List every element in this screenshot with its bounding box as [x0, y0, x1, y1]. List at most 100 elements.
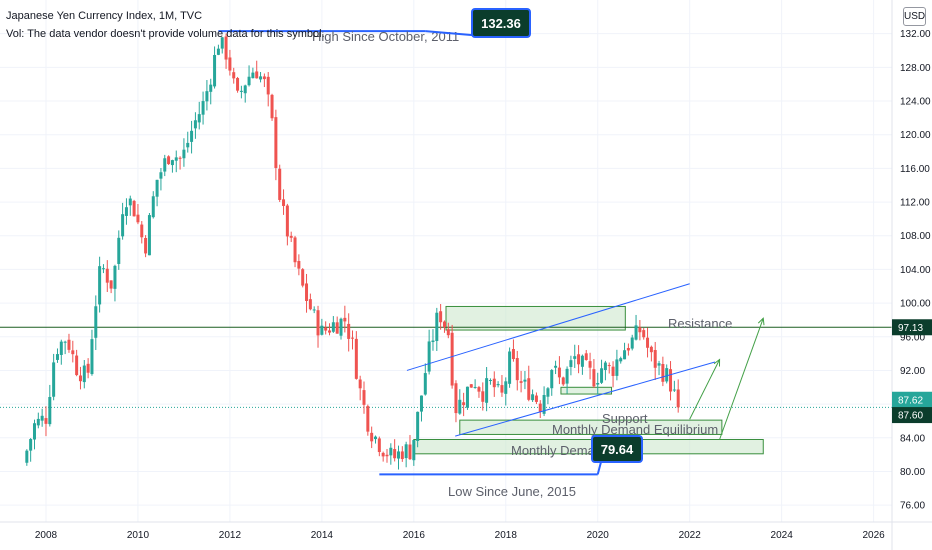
- candle-body: [109, 280, 113, 289]
- grid-lines: [0, 0, 892, 522]
- x-tick-label: 2008: [35, 530, 58, 541]
- candle-body: [619, 358, 623, 362]
- candle-body: [596, 382, 600, 385]
- candle-body: [439, 311, 443, 323]
- candle-body: [52, 362, 56, 397]
- volume-note: Vol: The data vendor doesn't provide vol…: [6, 28, 325, 40]
- x-tick-label: 2012: [219, 530, 242, 541]
- candle-body: [649, 346, 653, 353]
- candle-body: [423, 373, 427, 395]
- candle-body: [580, 355, 584, 367]
- candle-body: [557, 367, 561, 378]
- x-tick-label: 2020: [587, 530, 610, 541]
- candle-body: [400, 451, 404, 460]
- low-pointer: [596, 461, 602, 475]
- candle-body: [592, 369, 596, 387]
- resistance-price-label-text: 97.13: [898, 323, 923, 334]
- candle-body: [182, 149, 186, 159]
- candle-body: [316, 310, 320, 336]
- candle-body: [393, 449, 397, 459]
- y-tick-label: 92.00: [900, 366, 925, 377]
- candle-body: [538, 403, 542, 412]
- candle-body: [331, 322, 335, 332]
- y-tick-label: 104.00: [900, 265, 931, 276]
- candle-body: [224, 36, 228, 60]
- candle-body: [485, 378, 489, 403]
- candle-body: [584, 353, 588, 361]
- candle-body: [94, 306, 98, 338]
- candle-body: [32, 423, 36, 440]
- candle-body: [634, 325, 638, 340]
- candle-body: [527, 378, 531, 400]
- candle-body: [274, 117, 278, 168]
- candle-body: [573, 356, 577, 359]
- candle-body: [462, 402, 466, 406]
- candle-body: [197, 114, 201, 123]
- y-tick-label: 132.00: [900, 29, 931, 40]
- candle-body: [308, 299, 312, 310]
- y-tick-label: 84.00: [900, 433, 925, 444]
- candle-body: [90, 339, 94, 375]
- last-price-label-text: 87.62: [898, 395, 923, 406]
- candle-body: [615, 359, 619, 376]
- candle-body: [40, 415, 44, 421]
- candle-body: [435, 312, 439, 341]
- price-axis[interactable]: 76.0080.0084.0088.0092.0096.00100.00104.…: [891, 0, 932, 550]
- candle-body: [71, 350, 75, 355]
- candle-body: [389, 447, 393, 456]
- candle-body: [657, 363, 661, 366]
- candle-body: [262, 76, 266, 80]
- candle-body: [347, 323, 351, 339]
- y-tick-label: 120.00: [900, 130, 931, 141]
- resistance-label: Resistance: [668, 316, 732, 331]
- channel-line: [406, 283, 690, 371]
- text-annotations: High Since October, 2011 Low Since June, …: [312, 8, 732, 499]
- candle-body: [565, 368, 569, 384]
- low-badge-box: [591, 435, 643, 463]
- candle-body: [239, 90, 243, 92]
- candle-body: [136, 214, 140, 223]
- candle-body: [324, 327, 328, 331]
- candle-body: [477, 387, 481, 392]
- candle-body: [67, 339, 71, 350]
- candle-body: [642, 330, 646, 338]
- candle-body: [554, 365, 558, 368]
- candle-body: [228, 57, 232, 71]
- arrow-head: [757, 317, 765, 326]
- candle-body: [86, 363, 90, 373]
- candle-body: [216, 48, 220, 55]
- candle-body: [427, 341, 431, 372]
- candle-body: [550, 370, 554, 389]
- candle-body: [205, 91, 209, 102]
- candle-body: [190, 130, 194, 142]
- candle-body: [600, 368, 604, 383]
- currency-button[interactable]: USD: [903, 7, 926, 26]
- candle-body: [105, 268, 109, 283]
- channel-line: [455, 361, 716, 437]
- time-axis[interactable]: 2008 2010 2012 2014 2016 2018 2020 2022 2024 2026: [0, 521, 932, 541]
- candle-body: [588, 361, 592, 368]
- candle-body: [577, 354, 581, 365]
- candle-body: [358, 379, 362, 389]
- candle-body: [113, 265, 117, 289]
- candle-body: [603, 362, 607, 370]
- candle-body: [170, 160, 174, 166]
- support-label: Support: [602, 411, 648, 426]
- candle-body: [519, 381, 523, 383]
- candle-body: [511, 349, 515, 360]
- candle-body: [343, 317, 347, 322]
- candle-body: [297, 260, 301, 269]
- candle-body: [159, 172, 163, 179]
- zone-rect: [459, 419, 723, 435]
- candle-body: [270, 94, 274, 119]
- candle-body: [412, 440, 416, 461]
- candle-body: [611, 366, 615, 376]
- x-tick-label: 2022: [679, 530, 702, 541]
- candle-body: [623, 350, 627, 360]
- candle-body: [661, 363, 665, 382]
- candle-body: [163, 158, 167, 172]
- candle-body: [534, 395, 538, 402]
- candle-body: [55, 354, 59, 360]
- candle-body: [186, 142, 190, 148]
